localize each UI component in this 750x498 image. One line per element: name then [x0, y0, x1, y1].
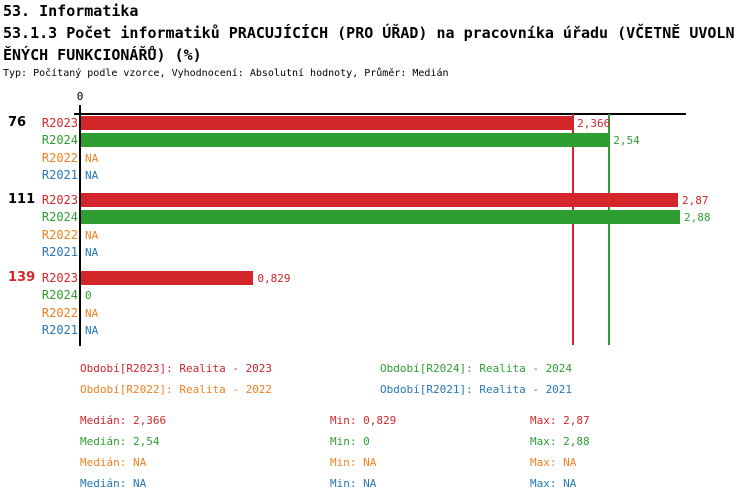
page-title: 53. Informatika: [3, 2, 139, 20]
bar: [81, 210, 681, 224]
bar-value-label: NA: [85, 324, 99, 337]
bar-row-label: R2024: [41, 133, 78, 147]
bar-value-label: 0: [85, 289, 92, 302]
bar-row-label: R2022: [41, 151, 78, 165]
stat-median: Medián: NA: [80, 456, 147, 469]
stat-min: Min: NA: [330, 456, 377, 469]
stat-max: Max: 2,87: [530, 414, 590, 427]
bar-value-label: NA: [85, 169, 99, 182]
bar-value-label: NA: [85, 229, 99, 242]
stat-median: Medián: NA: [80, 477, 147, 490]
bar-value-label: 2,87: [681, 194, 709, 207]
bar-value-label: NA: [85, 152, 99, 165]
bar-row-label: R2024: [41, 210, 78, 224]
indicator-meta: Typ: Počítaný podle vzorce, Vyhodnocení:…: [3, 68, 449, 79]
bar-row-label: R2023: [41, 271, 78, 285]
bar: [81, 133, 610, 147]
group-label: 139: [8, 270, 36, 285]
bar-row-label: R2023: [41, 116, 78, 130]
stats-row-r2024: Medián: 2,54 Min: 0 Max: 2,88: [0, 435, 750, 449]
stat-max: Max: 2,88: [530, 435, 590, 448]
legend-item-r2022: Období[R2022]: Realita - 2022: [80, 383, 273, 396]
bar: [81, 116, 574, 130]
group-label: 111: [8, 192, 36, 207]
legend-item-r2021: Období[R2021]: Realita - 2021: [380, 383, 573, 396]
bar-value-label: 0,829: [257, 272, 291, 285]
axis-tick: [74, 113, 80, 115]
bar-value-label: NA: [85, 246, 99, 259]
legend-item-r2024: Období[R2024]: Realita - 2024: [380, 362, 573, 375]
group-label: 76: [8, 115, 27, 130]
median-line-r2023: [572, 114, 574, 345]
bar-value-label: 2,54: [613, 134, 640, 147]
axis-zero-label: 0: [76, 90, 84, 103]
y-axis-line: [79, 105, 81, 346]
stat-median: Medián: 2,366: [80, 414, 167, 427]
median-line-r2024: [608, 114, 610, 345]
bar: [81, 271, 254, 285]
legend-item-r2023: Období[R2023]: Realita - 2023: [80, 362, 273, 375]
stat-median: Medián: 2,54: [80, 435, 160, 448]
bar-row-label: R2022: [41, 228, 78, 242]
stat-min: Min: NA: [330, 477, 377, 490]
bar-row-label: R2023: [41, 193, 78, 207]
stat-min: Min: 0: [330, 435, 370, 448]
stats-row-r2022: Medián: NA Min: NA Max: NA: [0, 456, 750, 470]
bar-row-label: R2021: [41, 245, 78, 259]
stats-row-r2021: Medián: NA Min: NA Max: NA: [0, 477, 750, 491]
bar-row-label: R2024: [41, 288, 78, 302]
indicator-title-line1: 53.1.3 Počet informatiků PRACUJÍCÍCH (PR…: [3, 24, 735, 42]
stat-max: Max: NA: [530, 477, 577, 490]
bar-row-label: R2022: [41, 306, 78, 320]
x-axis-top-line: [80, 113, 686, 115]
bar-value-label: NA: [85, 307, 99, 320]
stat-min: Min: 0,829: [330, 414, 397, 427]
bar-value-label: 2,366: [577, 117, 611, 130]
bar-row-label: R2021: [41, 168, 78, 182]
bar: [81, 193, 678, 207]
bar-row-label: R2021: [41, 323, 78, 337]
indicator-title-line2: ĚNÝCH FUNKCIONÁŘŮ) (%): [3, 46, 202, 64]
stats-row-r2023: Medián: 2,366 Min: 0,829 Max: 2,87: [0, 414, 750, 428]
bar-value-label: 2,88: [684, 211, 711, 224]
stat-max: Max: NA: [530, 456, 577, 469]
